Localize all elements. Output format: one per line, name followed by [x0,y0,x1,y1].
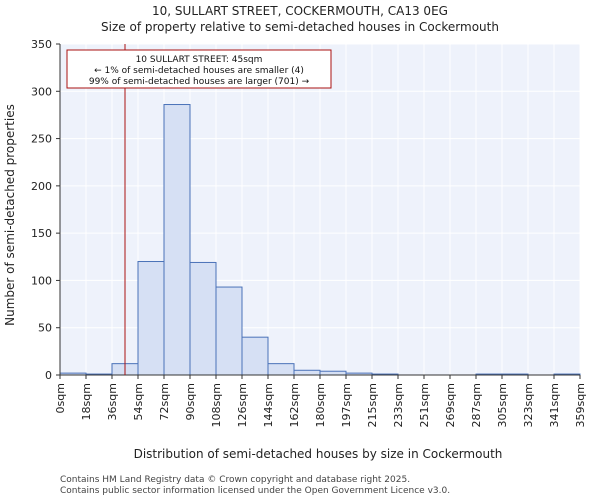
annotation-line-1: 10 SULLART STREET: 45sqm [136,55,263,65]
footer-copyright: Contains HM Land Registry data © Crown c… [60,475,411,485]
x-tick-label: 108sqm [210,383,223,427]
x-tick-label: 251sqm [418,383,431,427]
x-axis-label: Distribution of semi-detached houses by … [134,447,503,461]
x-tick-label: 197sqm [340,383,353,427]
y-tick-label: 50 [38,322,52,335]
x-tick-labels: 0sqm 18sqm 36sqm 54sqm 72sqm 90sqm 108sqm 126sq… [54,375,587,427]
x-tick-label: 162sqm [288,383,301,427]
x-tick-label: 126sqm [236,383,249,427]
x-tick-label: 144sqm [262,383,275,427]
y-axis-label: Number of semi-detached properties [3,104,17,326]
footer-licence: Contains public sector information licen… [60,486,451,496]
bar [189,261,217,376]
bar [163,104,191,376]
chart-title-address: 10, SULLART STREET, COCKERMOUTH, CA13 0E… [152,4,448,18]
bar [241,336,269,376]
x-tick-label: 287sqm [470,383,483,427]
x-tick-label: 36sqm [106,383,119,420]
x-tick-label: 305sqm [496,383,509,427]
bar [215,286,243,376]
annotation-box: 10 SULLART STREET: 45sqm ← 1% of semi-de… [66,49,332,89]
x-tick-label: 54sqm [132,383,145,420]
annotation-line-3: 99% of semi-detached houses are larger (… [89,77,310,87]
x-tick-label: 269sqm [444,383,457,427]
x-tick-label: 341sqm [548,383,561,427]
x-tick-label: 72sqm [158,383,171,420]
y-tick-label: 100 [31,274,52,287]
grid-lines [59,43,581,376]
y-tick-label: 200 [31,180,52,193]
x-tick-label: 18sqm [80,383,93,420]
x-tick-label: 180sqm [314,383,327,427]
x-tick-label: 215sqm [366,383,379,427]
x-tick-label: 90sqm [184,383,197,420]
y-tick-label: 350 [31,38,52,51]
bar [293,369,321,376]
y-tick-label: 150 [31,227,52,240]
y-tick-label: 0 [45,369,52,382]
x-tick-label: 0sqm [54,383,67,413]
chart-title: Size of property relative to semi-detach… [101,20,499,34]
bar [319,370,347,376]
x-tick-label: 359sqm [574,383,587,427]
y-tick-label: 250 [31,133,52,146]
annotation-line-2: ← 1% of semi-detached houses are smaller… [94,66,304,76]
x-tick-label: 233sqm [392,383,405,427]
annotation-frame [66,49,332,89]
y-tick-labels: 0 50 100 150 200 250 300 350 [31,38,60,382]
bar [137,261,165,376]
y-tick-label: 300 [31,85,52,98]
x-tick-label: 323sqm [522,383,535,427]
bar [267,363,295,376]
